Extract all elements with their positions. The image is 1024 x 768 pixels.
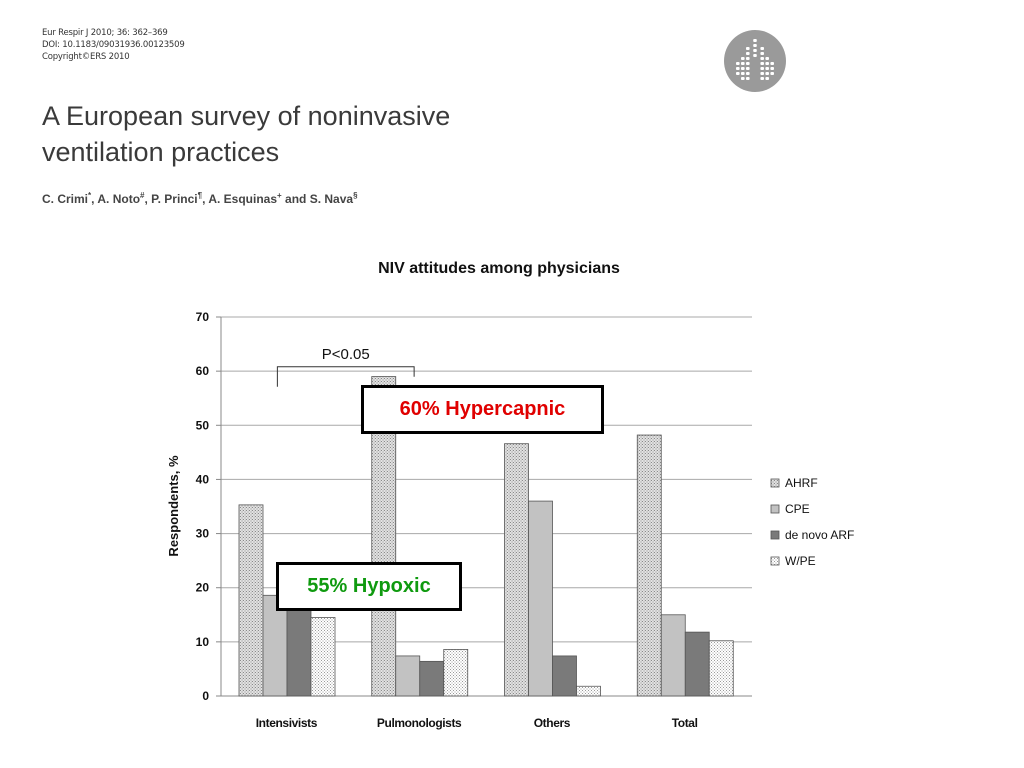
x-tick-label: Others — [534, 716, 571, 730]
x-tick-label: Total — [672, 716, 698, 730]
bar-w-pe-others — [576, 685, 601, 697]
legend-label: AHRF — [785, 476, 818, 490]
author-separator: , — [202, 192, 209, 206]
y-tick-label: 70 — [196, 310, 210, 324]
journal-citation: Eur Respir J 2010; 36: 362–369 DOI: 10.1… — [42, 27, 185, 63]
y-tick-label: 30 — [196, 527, 210, 541]
author-separator: and — [281, 192, 310, 206]
author-separator: , — [91, 192, 98, 206]
author-name: S. Nava — [309, 192, 354, 206]
legend-label: de novo ARF — [785, 528, 854, 542]
legend-label: W/PE — [785, 554, 816, 568]
hypoxic-callout: 55% Hypoxic — [276, 562, 462, 611]
legend-swatch — [770, 478, 780, 488]
legend-swatch — [770, 556, 780, 566]
author-name: C. Crimi — [42, 192, 89, 206]
journal-line: Eur Respir J 2010; 36: 362–369 — [42, 28, 168, 38]
y-tick-label: 20 — [196, 581, 210, 595]
author-name: P. Princi — [151, 192, 198, 206]
gridlines — [216, 316, 752, 697]
legend-label: CPE — [785, 502, 810, 516]
paper-title: A European survey of noninvasive ventila… — [42, 98, 450, 170]
paper-title-line-2: ventilation practices — [42, 137, 280, 167]
bar-w-pe-intensivists — [310, 617, 336, 697]
ers-lungs-logo-icon — [724, 30, 786, 92]
chart-title: NIV attitudes among physicians — [378, 260, 620, 277]
y-tick-label: 10 — [196, 635, 210, 649]
bar-ahrf-intensivists — [238, 504, 264, 697]
bar-w-pe-pulmonologists — [443, 649, 469, 697]
bar-de-novo-arf-others — [552, 655, 577, 697]
x-tick-label: Pulmonologists — [377, 716, 462, 730]
bar-de-novo-arf-total — [684, 631, 710, 697]
y-axis-label: Respondents, % — [166, 455, 181, 557]
author-affiliation-mark: * — [88, 191, 92, 200]
y-tick-label: 0 — [202, 689, 209, 703]
legend-swatch — [770, 504, 780, 514]
author-affiliation-mark: + — [277, 191, 282, 200]
author-separator: , — [144, 192, 152, 206]
bar-cpe-others — [528, 500, 553, 697]
y-tick-label: 50 — [196, 418, 210, 432]
bar-de-novo-arf-pulmonologists — [419, 660, 445, 697]
author-list: C. Crimi*, A. Noto#, P. Princi¶, A. Esqu… — [42, 191, 358, 206]
y-tick-label: 40 — [196, 472, 210, 486]
author-affiliation-mark: ¶ — [197, 191, 203, 200]
author-name: A. Esquinas — [208, 192, 278, 206]
author-name: A. Noto — [97, 192, 141, 206]
x-axis-labels: Intensivists Pulmonologists Others Total — [256, 716, 698, 730]
y-axis-ticks: 0 10 20 30 40 50 60 70 — [196, 310, 210, 703]
legend-swatch — [770, 530, 780, 540]
hypercapnic-callout: 60% Hypercapnic — [361, 385, 604, 434]
paper-title-line-1: A European survey of noninvasive — [42, 101, 451, 131]
bar-ahrf-others — [504, 443, 529, 697]
author-affiliation-mark: # — [140, 191, 145, 200]
bar-de-novo-arf-intensivists — [286, 599, 312, 697]
bracket-line — [276, 366, 415, 387]
bar-w-pe-total — [708, 640, 734, 697]
doi-line: DOI: 10.1183/09031936.00123509 — [42, 40, 185, 50]
copyright-line: Copyright©ERS 2010 — [42, 52, 130, 62]
bar-cpe-total — [660, 614, 686, 697]
legend: AHRF CPE de novo ARF W/PE — [770, 476, 854, 568]
bar-ahrf-total — [636, 434, 662, 697]
x-tick-label: Intensivists — [256, 716, 318, 730]
y-tick-label: 60 — [196, 364, 210, 378]
bar-cpe-pulmonologists — [395, 655, 421, 697]
bars — [238, 376, 734, 697]
significance-bracket: P<0.05 — [276, 346, 415, 387]
author-affiliation-mark: § — [353, 191, 358, 200]
p-value-annotation: P<0.05 — [322, 346, 370, 363]
